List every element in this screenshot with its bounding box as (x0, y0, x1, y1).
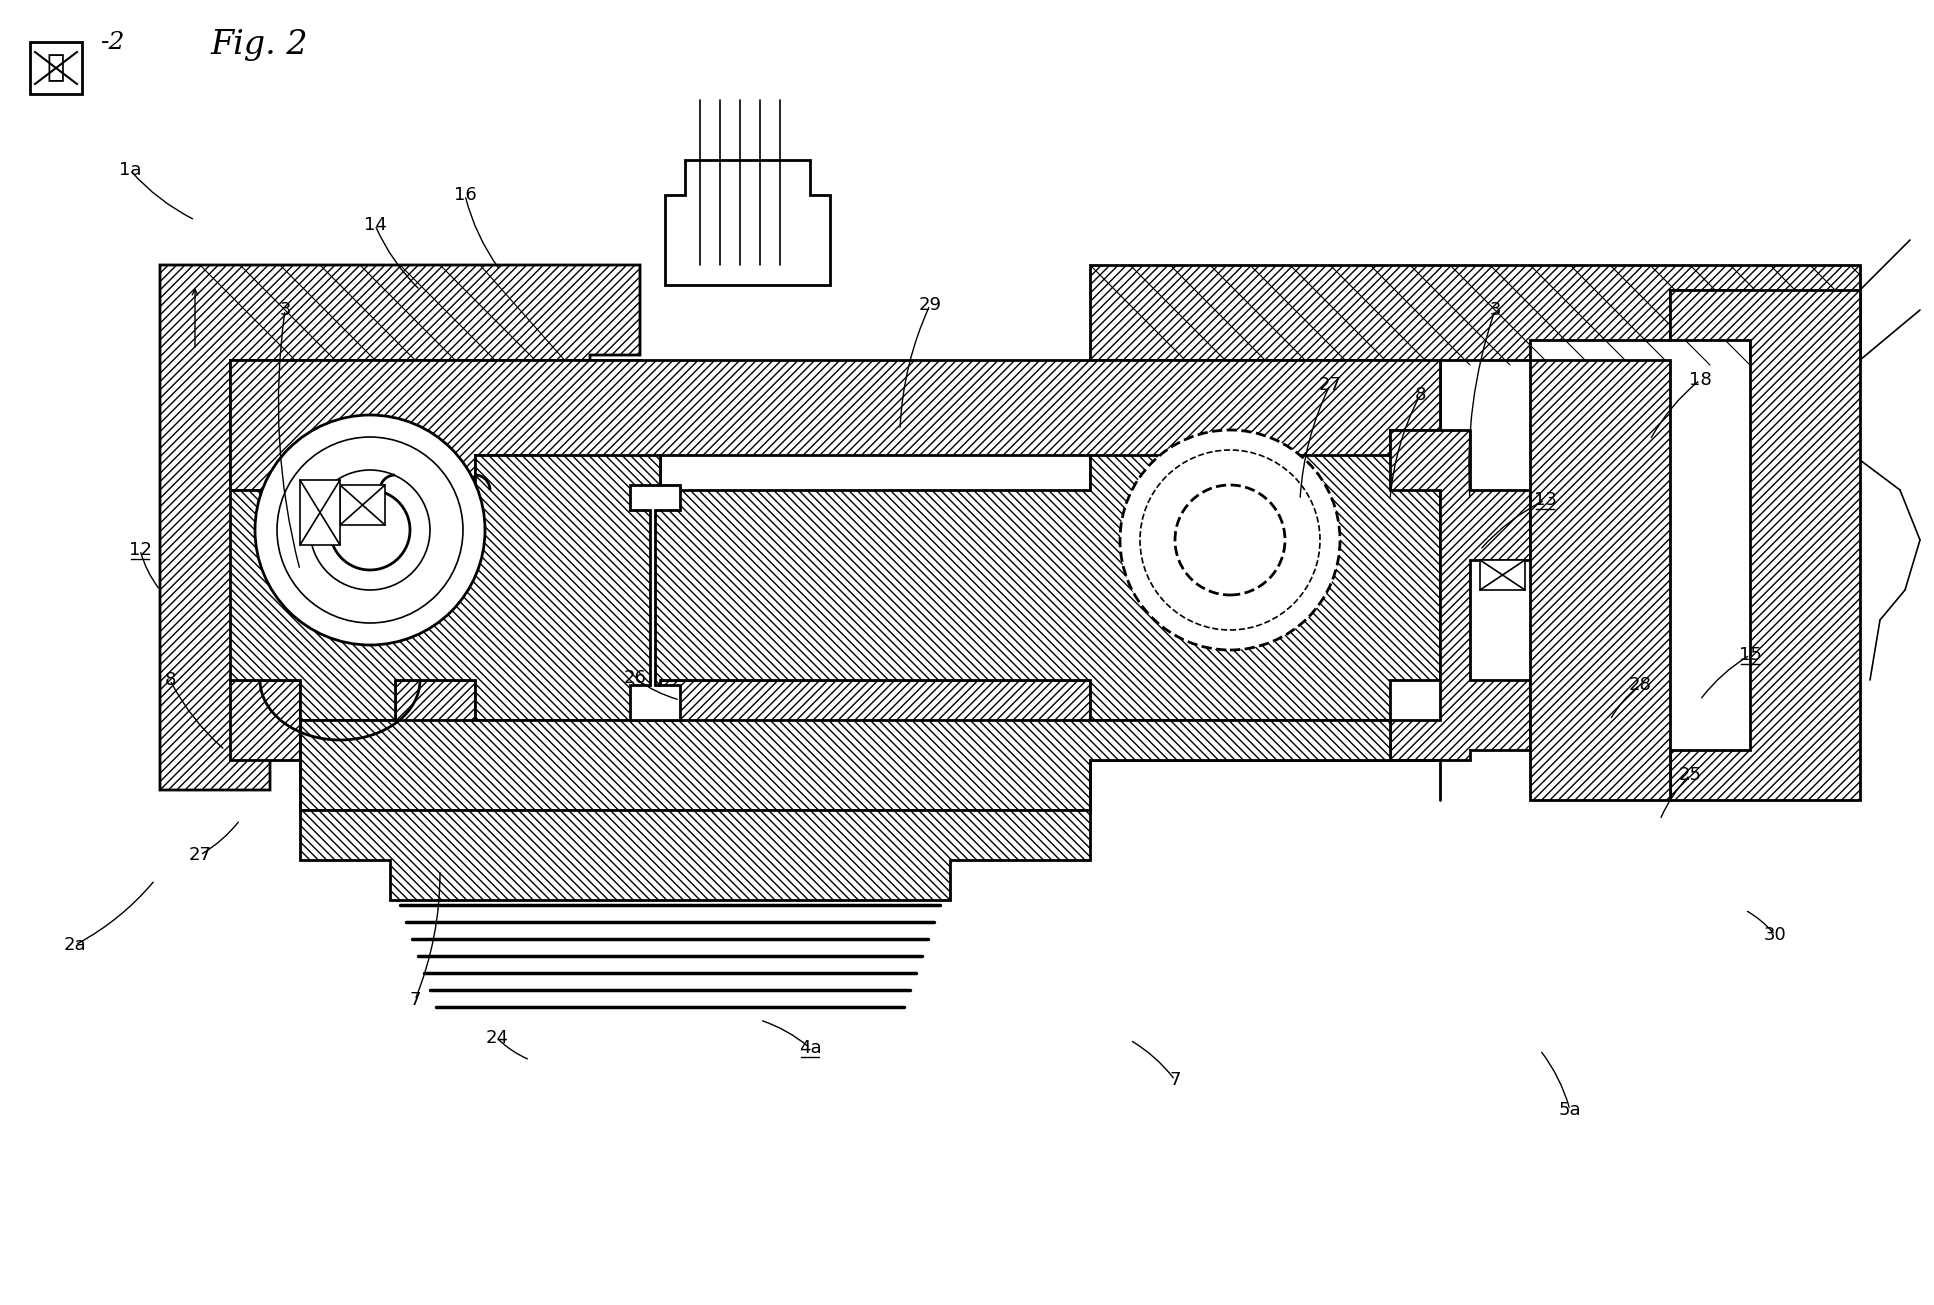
Text: 4a: 4a (799, 1039, 822, 1057)
Text: 2a: 2a (64, 936, 87, 954)
Text: 1a: 1a (118, 161, 141, 179)
Polygon shape (230, 360, 1441, 489)
Text: 24: 24 (485, 1030, 509, 1047)
Circle shape (331, 489, 410, 570)
Text: 8: 8 (164, 671, 176, 689)
Polygon shape (230, 360, 640, 489)
Text: 26: 26 (623, 669, 646, 686)
Polygon shape (1530, 360, 1669, 800)
Text: 25: 25 (1679, 766, 1702, 784)
Polygon shape (300, 720, 1391, 810)
Polygon shape (230, 431, 1441, 720)
Polygon shape (300, 480, 340, 545)
Text: 13: 13 (1534, 491, 1557, 509)
Text: 12: 12 (128, 542, 151, 559)
Polygon shape (230, 680, 1391, 760)
Circle shape (309, 470, 429, 590)
Circle shape (1176, 485, 1284, 595)
Text: 図: 図 (46, 52, 66, 84)
Text: 5a: 5a (1559, 1101, 1582, 1118)
Text: 30: 30 (1764, 927, 1787, 944)
Polygon shape (665, 161, 830, 284)
Text: 28: 28 (1628, 676, 1652, 694)
Text: 18: 18 (1688, 371, 1712, 389)
Polygon shape (630, 485, 681, 720)
Circle shape (255, 415, 485, 645)
Circle shape (277, 437, 462, 622)
Text: Fig. 2: Fig. 2 (211, 29, 308, 61)
Text: 16: 16 (454, 187, 476, 204)
Text: 3: 3 (278, 301, 290, 318)
Text: 8: 8 (1414, 386, 1425, 405)
Bar (31, 42, 81, 94)
Polygon shape (1480, 560, 1526, 590)
Polygon shape (1669, 290, 1861, 800)
Text: 7: 7 (410, 990, 422, 1009)
Polygon shape (300, 810, 1091, 900)
Polygon shape (1091, 265, 1861, 431)
Text: 7: 7 (1170, 1071, 1182, 1088)
Polygon shape (340, 485, 385, 525)
Text: 15: 15 (1739, 646, 1762, 664)
Circle shape (1139, 450, 1321, 630)
Polygon shape (161, 265, 640, 790)
Text: 3: 3 (1489, 301, 1501, 318)
Text: -2: -2 (101, 30, 124, 54)
Text: 27: 27 (188, 846, 211, 864)
Text: 14: 14 (364, 217, 387, 234)
Circle shape (1120, 431, 1340, 650)
Text: 27: 27 (1319, 376, 1342, 394)
Text: 29: 29 (919, 296, 942, 315)
Polygon shape (1391, 431, 1530, 760)
